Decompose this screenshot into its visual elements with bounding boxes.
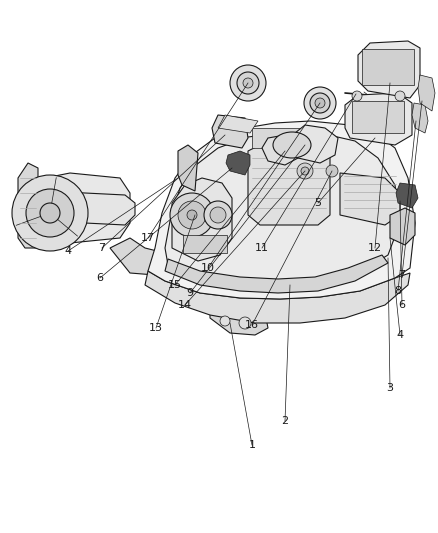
- Polygon shape: [172, 178, 232, 261]
- Polygon shape: [390, 208, 415, 245]
- Text: 13: 13: [149, 323, 163, 333]
- Text: 3: 3: [386, 383, 393, 393]
- Circle shape: [230, 65, 266, 101]
- Text: 8: 8: [395, 286, 402, 296]
- Text: 17: 17: [141, 233, 155, 243]
- Polygon shape: [226, 151, 250, 175]
- Polygon shape: [45, 191, 135, 225]
- Circle shape: [210, 207, 226, 223]
- Polygon shape: [262, 135, 300, 165]
- Circle shape: [326, 165, 338, 177]
- Circle shape: [315, 98, 325, 108]
- Circle shape: [204, 201, 232, 229]
- Circle shape: [301, 167, 309, 175]
- Polygon shape: [165, 133, 400, 287]
- Text: 4: 4: [396, 330, 403, 340]
- Bar: [352, 101, 404, 133]
- Polygon shape: [148, 121, 415, 299]
- Ellipse shape: [273, 132, 311, 158]
- Bar: [252, 128, 324, 148]
- Polygon shape: [345, 93, 412, 145]
- Circle shape: [352, 91, 362, 101]
- Text: 12: 12: [368, 243, 382, 253]
- Circle shape: [310, 93, 330, 113]
- Circle shape: [12, 175, 88, 251]
- Text: 9: 9: [187, 288, 194, 298]
- Polygon shape: [178, 145, 198, 191]
- Circle shape: [297, 163, 313, 179]
- Polygon shape: [418, 75, 435, 111]
- Text: 1: 1: [248, 440, 255, 450]
- Polygon shape: [155, 265, 190, 293]
- Text: 15: 15: [168, 280, 182, 290]
- Text: 4: 4: [64, 246, 71, 256]
- Text: 11: 11: [255, 243, 269, 253]
- Text: 7: 7: [399, 270, 406, 280]
- Text: 6: 6: [399, 300, 406, 310]
- Circle shape: [395, 91, 405, 101]
- Circle shape: [178, 201, 206, 229]
- Text: 16: 16: [245, 320, 259, 330]
- Text: 7: 7: [99, 243, 106, 253]
- Polygon shape: [212, 115, 248, 148]
- Circle shape: [40, 203, 60, 223]
- Circle shape: [243, 78, 253, 88]
- Polygon shape: [412, 103, 428, 133]
- Text: 6: 6: [96, 273, 103, 283]
- Polygon shape: [145, 271, 410, 323]
- Polygon shape: [210, 305, 268, 335]
- Circle shape: [237, 72, 259, 94]
- Polygon shape: [18, 163, 38, 248]
- Text: 14: 14: [178, 300, 192, 310]
- Polygon shape: [358, 41, 420, 98]
- Text: 5: 5: [314, 198, 321, 208]
- Polygon shape: [295, 125, 338, 163]
- Text: 10: 10: [201, 263, 215, 273]
- Bar: [183, 235, 227, 253]
- Text: 2: 2: [282, 416, 289, 426]
- Circle shape: [239, 317, 251, 329]
- Polygon shape: [396, 183, 418, 208]
- Circle shape: [220, 316, 230, 326]
- Polygon shape: [340, 173, 400, 225]
- Polygon shape: [18, 173, 130, 243]
- Polygon shape: [165, 255, 388, 293]
- Circle shape: [304, 87, 336, 119]
- Polygon shape: [218, 115, 258, 133]
- Polygon shape: [110, 238, 170, 275]
- Circle shape: [187, 210, 197, 220]
- Polygon shape: [248, 141, 330, 225]
- Bar: [362, 49, 414, 85]
- Circle shape: [170, 193, 214, 237]
- Circle shape: [26, 189, 74, 237]
